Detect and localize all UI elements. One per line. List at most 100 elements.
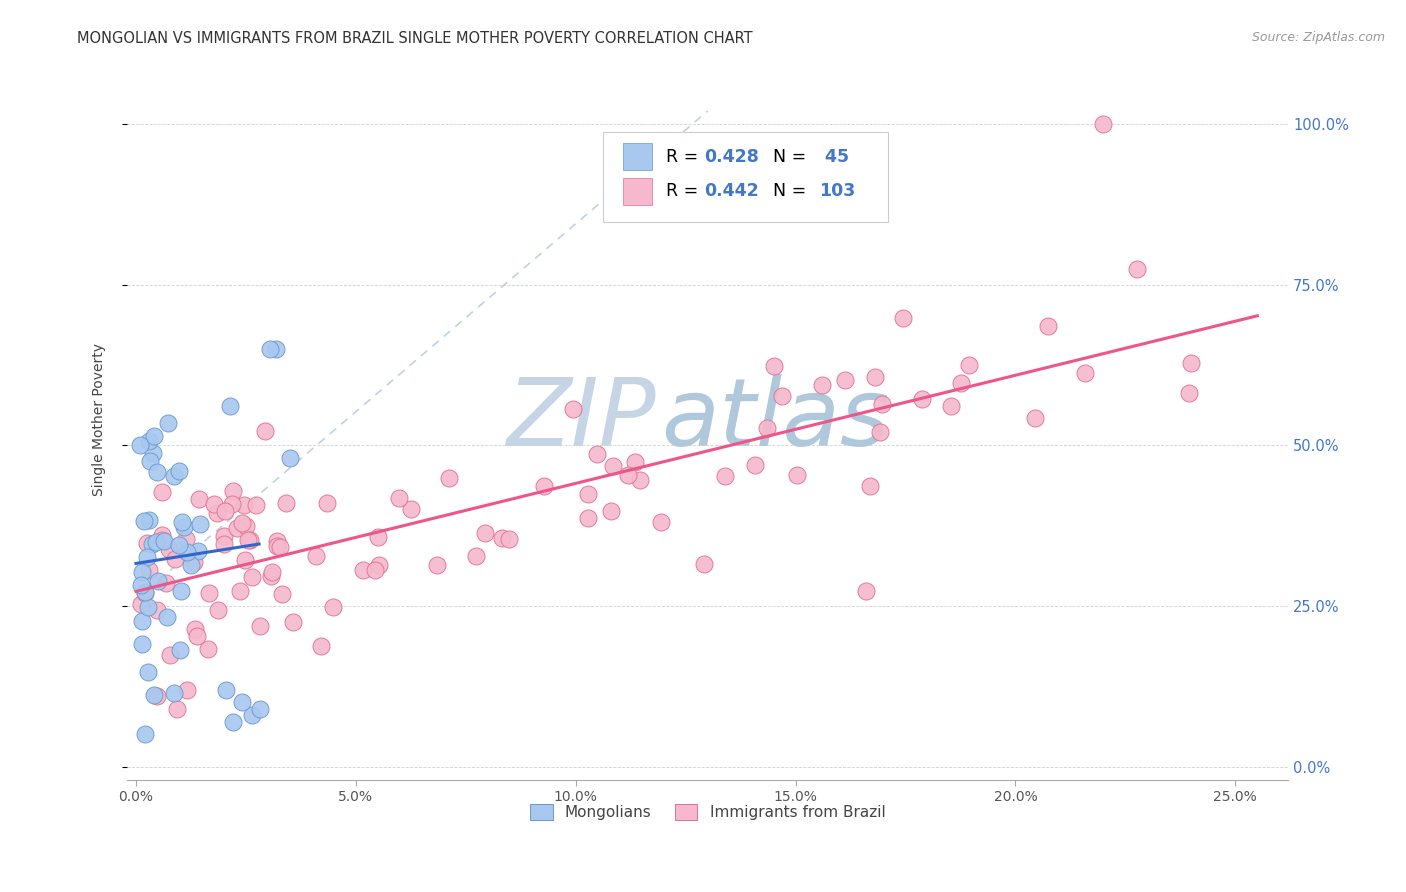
Point [166,702,188,716]
Point [176,545,198,559]
Point [264,342,287,356]
Point [207,603,229,617]
Point [169,642,191,657]
Text: R =: R = [666,148,703,166]
Point [260,569,283,583]
Point [585,447,607,461]
Point [231,516,253,530]
Point [129,577,152,591]
Point [235,519,257,533]
Point [146,603,169,617]
Point [491,531,513,545]
Text: N =: N = [762,148,811,166]
Point [138,563,160,577]
Point [214,503,236,517]
Point [240,708,263,723]
Point [863,369,886,384]
FancyBboxPatch shape [623,143,652,170]
Point [891,311,914,326]
Point [713,469,735,483]
Text: R =: R = [666,182,703,201]
Point [129,438,152,452]
Point [153,533,176,548]
Point [262,566,284,580]
Point [233,552,256,566]
Point [693,557,716,571]
Point [236,533,259,548]
Point [533,479,555,493]
Point [146,574,169,589]
FancyBboxPatch shape [623,178,652,205]
Point [157,416,180,430]
Point [353,563,375,577]
Point [136,549,159,564]
Point [184,622,207,636]
Point [218,399,240,413]
Point [134,585,156,599]
Text: Source: ZipAtlas.com: Source: ZipAtlas.com [1251,31,1385,45]
Point [156,610,179,624]
Point [167,538,190,552]
Point [188,492,211,507]
Point [309,639,332,653]
Point [269,541,291,555]
Point [786,468,808,483]
Point [145,465,167,479]
Point [159,648,181,662]
Point [650,515,672,529]
Point [1074,367,1097,381]
Point [474,525,496,540]
Point [869,425,891,440]
Point [281,615,304,629]
Point [316,496,339,510]
Text: atlas: atlas [661,374,890,465]
Point [364,564,387,578]
Point [150,533,173,547]
Point [129,597,152,611]
Point [910,392,932,407]
Point [399,502,422,516]
Point [231,696,253,710]
Point [872,397,894,411]
Point [142,446,165,460]
Point [240,570,263,584]
Point [259,342,281,356]
Point [157,541,180,556]
Point [859,478,882,492]
Point [253,425,276,439]
Point [959,359,981,373]
Point [198,586,221,600]
Point [143,428,166,442]
Text: 45: 45 [820,148,849,166]
Point [163,686,186,700]
Point [165,552,187,566]
Point [1126,262,1149,277]
Point [368,558,391,573]
Point [1180,355,1202,369]
Point [134,585,156,599]
Point [141,537,163,551]
Point [367,530,389,544]
Point [249,619,271,633]
Point [266,533,288,548]
FancyBboxPatch shape [603,132,887,221]
Point [174,532,197,546]
Point [756,421,779,435]
Point [274,496,297,510]
Text: ZIP: ZIP [506,374,655,465]
Point [239,533,262,548]
Point [170,516,193,530]
Point [136,599,159,614]
Point [197,642,219,657]
Point [271,587,294,601]
Point [186,629,208,643]
Point [215,682,238,697]
Point [245,498,267,512]
Point [214,529,236,543]
Point [170,584,193,599]
Point [150,484,173,499]
Text: 0.428: 0.428 [704,148,759,166]
Point [628,473,651,487]
Point [222,714,245,729]
Point [176,682,198,697]
